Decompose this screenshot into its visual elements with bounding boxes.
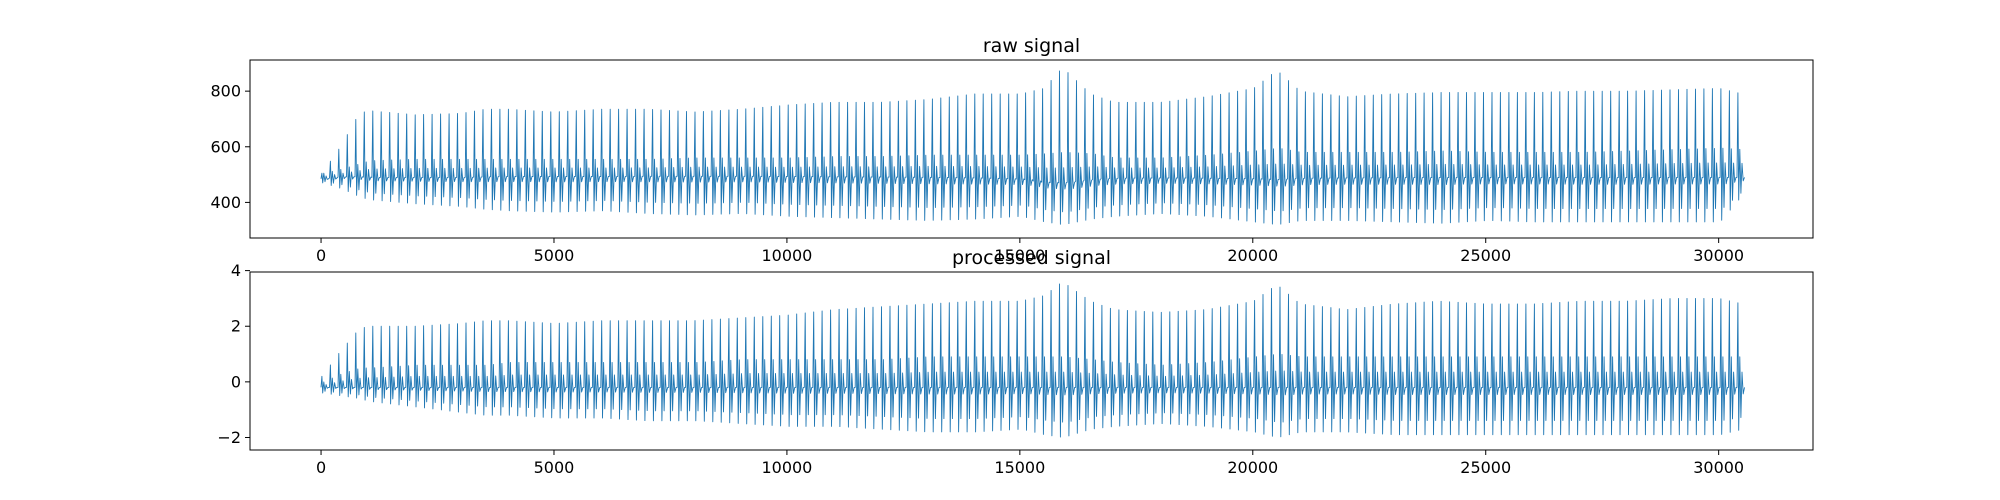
raw-x-tick-label: 30000 [1693, 246, 1744, 265]
raw-x-tick-label: 15000 [994, 246, 1045, 265]
processed-y-tick-label: −2 [217, 428, 241, 447]
raw-y-tick-label: 600 [210, 137, 241, 156]
raw-x-tick-label: 10000 [761, 246, 812, 265]
processed-x-tick-label: 30000 [1693, 458, 1744, 477]
processed-x-tick-label: 0 [316, 458, 326, 477]
processed-y-tick-label: 4 [231, 261, 241, 280]
raw-chart-title: raw signal [983, 35, 1080, 57]
raw-x-tick-label: 20000 [1227, 246, 1278, 265]
processed-x-tick-label: 25000 [1460, 458, 1511, 477]
processed-x-tick-label: 10000 [761, 458, 812, 477]
panel-raw: 0 5000 10000 15000 20000 25000 30000 400 600 800 r… [210, 35, 1814, 265]
processed-y-tick-label: 0 [231, 372, 241, 391]
raw-x-tick-label: 5000 [534, 246, 575, 265]
processed-x-tick-label: 20000 [1227, 458, 1278, 477]
raw-x-tick-label: 0 [316, 246, 326, 265]
raw-y-tick-label: 800 [210, 82, 241, 101]
raw-axes-frame [249, 59, 1814, 239]
raw-y-tick-label: 400 [210, 193, 241, 212]
processed-x-tick-label: 5000 [534, 458, 575, 477]
processed-signal-line [320, 283, 1745, 438]
raw-x-tick-label: 25000 [1460, 246, 1511, 265]
raw-signal-line [320, 70, 1745, 225]
panel-processed: 0 5000 10000 15000 20000 25000 30000 −2 0 2 4 proce… [217, 247, 1814, 477]
processed-y-tick-label: 2 [231, 317, 241, 336]
processed-x-tick-label: 15000 [994, 458, 1045, 477]
processed-chart-title: processed signal [952, 247, 1111, 269]
processed-axes-frame [249, 271, 1814, 451]
